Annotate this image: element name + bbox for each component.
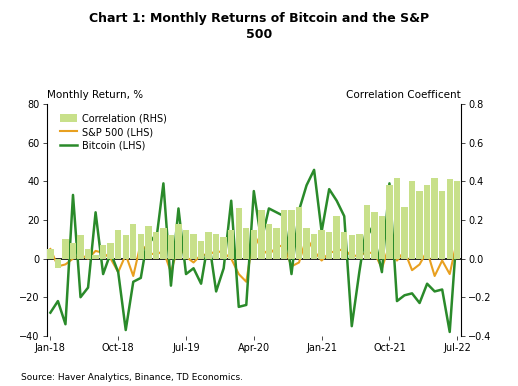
Bar [213, 234, 219, 259]
Bar [190, 234, 197, 259]
Bar [168, 235, 174, 259]
Bar [311, 234, 318, 259]
Bar [319, 230, 325, 259]
Bar [334, 216, 340, 259]
Bar [326, 232, 333, 259]
Bar [273, 228, 280, 259]
Bar [251, 230, 257, 259]
Bar [92, 255, 99, 259]
Bar [364, 205, 370, 259]
Bar [130, 224, 136, 259]
Bar [431, 178, 438, 259]
Bar [266, 224, 272, 259]
Bar [55, 259, 61, 268]
Bar [394, 178, 400, 259]
Bar [371, 212, 378, 259]
Bar [289, 210, 295, 259]
Bar [123, 235, 129, 259]
Bar [386, 185, 393, 259]
Bar [243, 228, 250, 259]
Text: Correlation Coefficent: Correlation Coefficent [346, 90, 461, 100]
Bar [85, 249, 91, 259]
Bar [296, 207, 302, 259]
Bar [304, 228, 310, 259]
Bar [115, 230, 121, 259]
Bar [153, 232, 159, 259]
Bar [439, 191, 445, 259]
Bar [70, 243, 76, 259]
Bar [175, 224, 182, 259]
Bar [379, 216, 385, 259]
Legend: Correlation (RHS), S&P 500 (LHS), Bitcoin (LHS): Correlation (RHS), S&P 500 (LHS), Bitcoi… [60, 114, 167, 151]
Bar [206, 232, 212, 259]
Bar [221, 237, 227, 259]
Bar [409, 181, 415, 259]
Bar [100, 245, 106, 259]
Bar [341, 232, 348, 259]
Bar [258, 210, 265, 259]
Bar [401, 207, 408, 259]
Bar [424, 185, 430, 259]
Bar [198, 241, 204, 259]
Bar [107, 243, 114, 259]
Bar [454, 181, 461, 259]
Bar [447, 179, 453, 259]
Bar [349, 235, 355, 259]
Bar [356, 234, 363, 259]
Bar [160, 228, 167, 259]
Bar [47, 249, 53, 259]
Bar [228, 230, 235, 259]
Bar [62, 239, 69, 259]
Bar [77, 235, 84, 259]
Bar [183, 230, 189, 259]
Bar [281, 210, 287, 259]
Bar [145, 226, 152, 259]
Bar [236, 208, 242, 259]
Bar [416, 191, 423, 259]
Bar [138, 234, 144, 259]
Text: Chart 1: Monthly Returns of Bitcoin and the S&P
500: Chart 1: Monthly Returns of Bitcoin and … [89, 12, 429, 41]
Text: Source: Haver Analytics, Binance, TD Economics.: Source: Haver Analytics, Binance, TD Eco… [21, 373, 243, 382]
Text: Monthly Return, %: Monthly Return, % [47, 90, 143, 100]
